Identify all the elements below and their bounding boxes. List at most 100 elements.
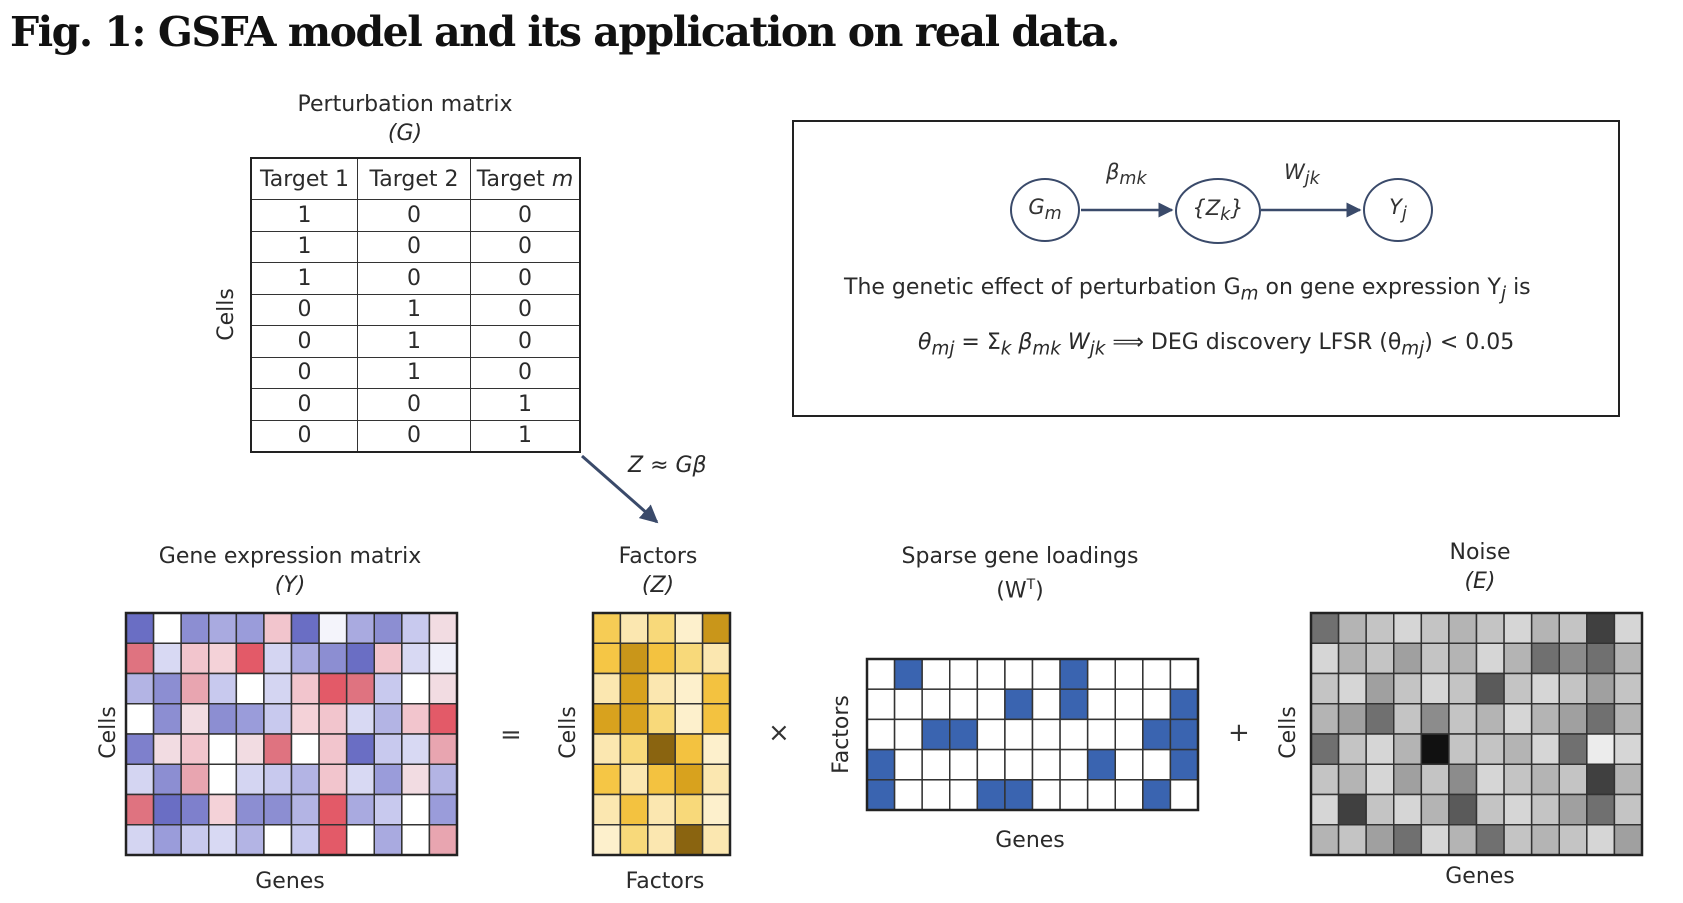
grid-cell	[373, 642, 403, 675]
grid-cell	[1613, 793, 1643, 826]
node-g-label: Gm	[1028, 195, 1062, 225]
grid-cell	[1310, 824, 1340, 856]
factors-symbol: (Z)	[641, 573, 675, 598]
grid-cell	[318, 763, 348, 796]
grid-cell	[1337, 733, 1367, 765]
grid-cell	[1393, 612, 1423, 644]
grid-cell	[1142, 748, 1172, 781]
table-cell: 0	[470, 325, 581, 358]
grid-cell	[976, 748, 1006, 781]
grid-cell	[345, 733, 376, 765]
grid-cell	[235, 703, 265, 735]
grid-cell	[401, 824, 431, 856]
grid-cell	[235, 672, 265, 705]
grid-cell	[1142, 779, 1172, 811]
grid-cell	[125, 793, 155, 826]
grid-cell	[674, 763, 704, 796]
grid-cell	[1004, 718, 1034, 751]
grid-cell	[290, 793, 320, 826]
grid-cell	[180, 612, 210, 644]
gene-expression-grid	[124, 611, 459, 857]
grid-cell	[235, 824, 265, 856]
grid-cell	[1169, 748, 1199, 781]
grid-cell	[235, 793, 265, 826]
grid-cell	[401, 612, 431, 644]
grid-cell	[152, 703, 182, 735]
grid-cell	[1586, 642, 1616, 675]
node-z: {Zk}	[1175, 178, 1261, 244]
grid-cell	[1365, 672, 1395, 705]
column-header: Target 2	[357, 157, 471, 200]
loadings-grid	[865, 657, 1200, 812]
graphical-model-box: Gm {Zk} Yj βmk Wjk The genetic effect of…	[792, 120, 1620, 417]
grid-cell	[1613, 733, 1643, 765]
grid-cell	[318, 612, 348, 644]
grid-cell	[1530, 793, 1561, 826]
grid-cell	[1420, 703, 1450, 735]
grid-cell	[1393, 733, 1423, 765]
table-cell: 1	[250, 230, 358, 263]
grid-cell	[1613, 672, 1643, 705]
grid-cell	[1114, 688, 1144, 721]
factors-name: Factors	[618, 544, 698, 569]
grid-cell	[592, 793, 622, 826]
grid-cell	[235, 612, 265, 644]
grid-cell	[428, 672, 458, 705]
grid-cell	[1448, 763, 1478, 796]
grid-cell	[1475, 642, 1505, 675]
grid-cell	[1393, 824, 1423, 856]
grid-cell	[290, 763, 320, 796]
perturbation-matrix-header-row: Target 1 Target 2 Target m	[250, 157, 581, 200]
grid-cell	[592, 642, 622, 675]
grid-border	[865, 657, 1200, 812]
grid-cell	[401, 763, 431, 796]
grid-cell	[1310, 642, 1340, 675]
grid-cell	[1142, 688, 1172, 721]
grid-cell	[1420, 824, 1450, 856]
grid-cell	[1086, 658, 1117, 690]
grid-cell	[921, 688, 951, 721]
grid-cell	[1059, 779, 1089, 811]
perturbation-matrix-name: Perturbation matrix	[297, 92, 513, 117]
grid-cell	[1310, 733, 1340, 765]
grid-cell	[1337, 642, 1367, 675]
grid-cell	[1475, 703, 1505, 735]
grid-cell	[647, 642, 676, 675]
grid-cell	[345, 793, 376, 826]
grid-cell	[1365, 733, 1395, 765]
table-cell: 0	[250, 388, 358, 421]
grid-cell	[401, 642, 431, 675]
grid-cell	[180, 793, 210, 826]
grid-cell	[1558, 793, 1588, 826]
grid-cell	[866, 748, 896, 781]
grid-cell	[893, 748, 923, 781]
grid-cell	[1169, 718, 1199, 751]
grid-cell	[1475, 733, 1505, 765]
grid-cell	[428, 763, 458, 796]
equals-sign: =	[500, 720, 522, 750]
grid-cell	[345, 763, 376, 796]
grid-cell	[1530, 763, 1561, 796]
noise-name: Noise	[1449, 540, 1511, 565]
grid-cell	[1337, 824, 1367, 856]
grid-cell	[893, 658, 923, 690]
grid-cell	[125, 672, 155, 705]
grid-cell	[701, 763, 731, 796]
grid-cell	[1004, 688, 1034, 721]
gene-expression-x-label: Genes	[255, 869, 325, 894]
grid-cell	[1530, 733, 1561, 765]
gene-expression-symbol: (Y)	[274, 573, 306, 598]
column-header: Target m	[470, 157, 581, 200]
grid-cell	[180, 642, 210, 675]
grid-cell	[619, 612, 649, 644]
noise-grid	[1309, 611, 1644, 857]
grid-cell	[1420, 763, 1450, 796]
arrow-line	[581, 454, 659, 524]
grid-cell	[1448, 612, 1478, 644]
figure-title: Fig. 1: GSFA model and its application o…	[10, 8, 1120, 56]
table-cell: 0	[357, 388, 471, 421]
grid-cell	[152, 733, 182, 765]
grid-cell	[1031, 718, 1061, 751]
